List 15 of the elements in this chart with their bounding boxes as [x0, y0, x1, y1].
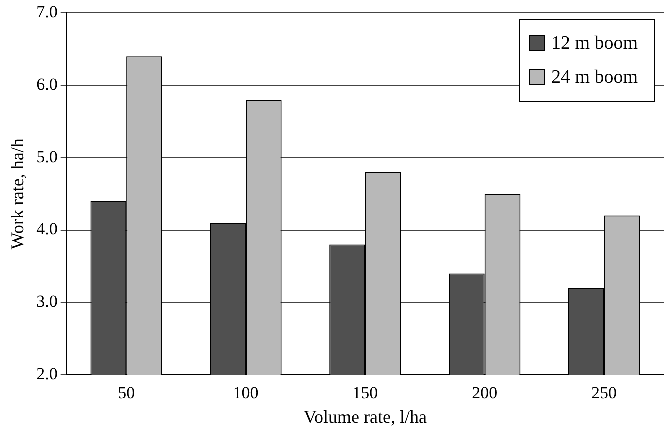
x-tick-label: 250 — [592, 384, 618, 403]
legend-label: 24 m boom — [551, 67, 638, 88]
y-tick-label: 5.0 — [36, 147, 58, 166]
legend-label: 12 m boom — [551, 33, 638, 54]
x-axis-title: Volume rate, l/ha — [304, 406, 427, 427]
y-tick-label: 6.0 — [36, 75, 58, 94]
y-tick-label: 2.0 — [36, 364, 58, 384]
x-tick-label: 200 — [472, 384, 498, 403]
y-tick-label: 4.0 — [36, 220, 58, 239]
x-tick-label: 150 — [352, 384, 378, 403]
y-axis-title: Work rate, ha/h — [8, 138, 28, 250]
x-tick-label: 100 — [233, 384, 259, 403]
y-tick-label: 3.0 — [36, 292, 58, 312]
y-tick-label: 7.0 — [36, 2, 58, 22]
x-tick-label: 50 — [118, 384, 136, 403]
